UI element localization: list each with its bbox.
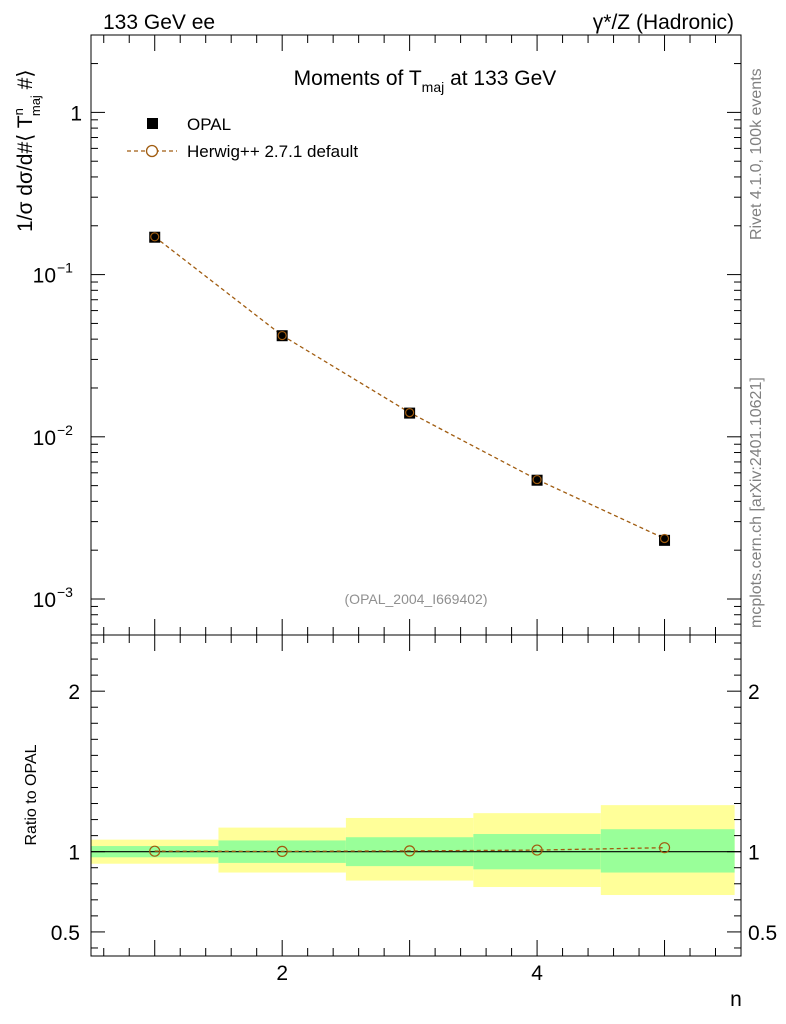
herwig-point <box>659 533 670 544</box>
header-right-label: γ*/Z (Hadronic) <box>593 11 734 34</box>
legend-marker-herwig <box>145 144 159 158</box>
opal-point <box>276 330 288 342</box>
main-y-tick-exponent: −1 <box>57 260 73 276</box>
herwig-ratio-line <box>154 847 665 853</box>
source-label: mcplots.cern.ch [arXiv:2401.10621] <box>748 377 765 628</box>
ratio-y-tick-label-right: 2 <box>748 681 760 704</box>
legend-label-herwig: Herwig++ 2.7.1 default <box>187 142 358 161</box>
main-y-axis-label-tail: #⟩ <box>14 69 37 95</box>
analysis-watermark: (OPAL_2004_I669402) <box>345 591 488 607</box>
main-title-main: Moments of T <box>294 67 422 90</box>
herwig-ratio-point <box>276 845 288 857</box>
legend-marker-opal <box>147 118 158 129</box>
x-tick-label: 2 <box>276 962 288 985</box>
main-y-tick-label: 10 <box>33 589 56 612</box>
opal-point <box>149 231 161 243</box>
ratio-y-tick-label-right: 0.5 <box>748 922 777 945</box>
x-tick-label: 4 <box>531 962 543 985</box>
ratio-y-tick-label: 0.5 <box>51 922 80 945</box>
main-y-axis-label-sup: n <box>11 108 26 115</box>
ratio-y-tick-label-right: 1 <box>748 842 760 865</box>
herwig-point <box>405 408 415 418</box>
herwig-ratio-point <box>149 845 161 857</box>
main-y-axis-label-sub: maj <box>28 95 43 116</box>
opal-point <box>659 534 671 546</box>
x-axis-label: n <box>730 988 742 1011</box>
herwig-ratio-point <box>531 844 543 856</box>
herwig-point <box>532 474 542 485</box>
opal-point <box>404 407 416 419</box>
herwig-ratio-point <box>658 842 671 854</box>
main-y-tick-label: 10 <box>33 265 56 288</box>
main-title: Moments of Tmaj at 133 GeV <box>294 67 557 95</box>
ratio-y-axis-label: Ratio to OPAL <box>23 744 40 845</box>
main-axis-ticks: 110−110−210−3 <box>33 34 742 636</box>
herwig-point <box>150 232 160 242</box>
main-title-tail: at 133 GeV <box>444 67 556 90</box>
main-y-tick-exponent: −3 <box>57 584 73 600</box>
ratio-y-tick-label: 1 <box>68 842 80 865</box>
main-y-tick-label: 1 <box>70 102 82 125</box>
legend: OPAL Herwig++ 2.7.1 default <box>127 115 358 161</box>
opal-point <box>531 474 543 486</box>
ratio-axis-ticks: 0.5 0.5 1 1 2 2 2 4 <box>51 635 777 985</box>
main-panel: 110−110−210−3 Moments of Tmaj at 133 GeV… <box>11 34 742 636</box>
ratio-panel: 0.5 0.5 1 1 2 2 2 4 Ratio to OPAL n <box>23 634 777 1011</box>
main-y-axis-label-main: 1/σ dσ/d#⟨ T <box>14 115 37 232</box>
main-y-axis-label: 1/σ dσ/d#⟨ Tn maj #⟩ <box>11 69 43 232</box>
herwig-ratio-point <box>404 845 416 857</box>
herwig-point <box>277 330 287 341</box>
ratio-y-tick-label: 2 <box>68 681 80 704</box>
main-y-tick-exponent: −2 <box>57 422 73 438</box>
ratio-plot-frame <box>90 634 742 957</box>
main-y-tick-label: 10 <box>33 427 56 450</box>
rivet-version-label: Rivet 4.1.0, 100k events <box>748 68 765 240</box>
header-left-label: 133 GeV ee <box>103 11 215 34</box>
main-title-sub: maj <box>422 79 445 95</box>
herwig-line <box>154 236 665 540</box>
legend-label-opal: OPAL <box>187 115 231 134</box>
